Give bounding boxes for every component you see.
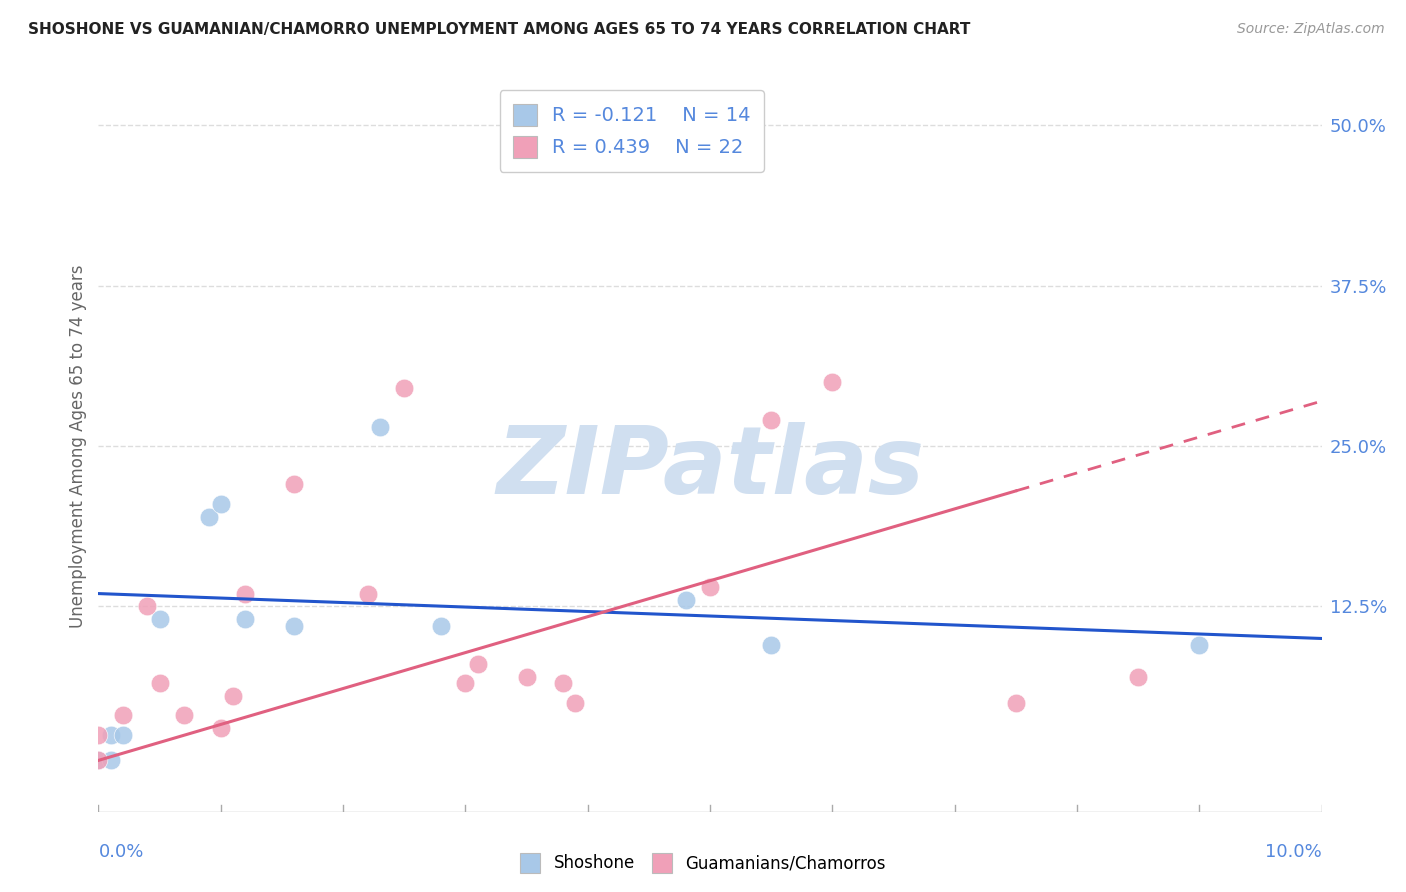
Point [100, 728, 122, 742]
Point [87, 728, 110, 742]
Legend: R = -0.121    N = 14, R = 0.439    N = 22: R = -0.121 N = 14, R = 0.439 N = 22 [499, 90, 765, 172]
Point [759, 638, 782, 652]
Point [821, 375, 844, 389]
Point [197, 509, 219, 524]
Point [149, 612, 172, 626]
Point [283, 618, 305, 632]
Point [1128, 670, 1150, 684]
Point [87, 753, 110, 767]
Legend: Shoshone, Guamanians/Chamorros: Shoshone, Guamanians/Chamorros [513, 847, 893, 880]
Point [233, 586, 256, 600]
Point [173, 708, 195, 723]
Point [283, 477, 305, 491]
Text: ZIPatlas: ZIPatlas [496, 422, 924, 514]
Point [430, 618, 453, 632]
Point [1188, 638, 1211, 652]
Text: 10.0%: 10.0% [1265, 843, 1322, 861]
Point [454, 676, 477, 690]
Point [111, 728, 134, 742]
Y-axis label: Unemployment Among Ages 65 to 74 years: Unemployment Among Ages 65 to 74 years [69, 264, 87, 628]
Point [222, 690, 245, 704]
Point [392, 381, 416, 395]
Text: Source: ZipAtlas.com: Source: ZipAtlas.com [1237, 22, 1385, 37]
Text: 0.0%: 0.0% [98, 843, 143, 861]
Point [111, 708, 134, 723]
Point [564, 696, 586, 710]
Point [675, 593, 697, 607]
Point [368, 419, 391, 434]
Point [356, 586, 378, 600]
Point [136, 599, 159, 614]
Text: SHOSHONE VS GUAMANIAN/CHAMORRO UNEMPLOYMENT AMONG AGES 65 TO 74 YEARS CORRELATIO: SHOSHONE VS GUAMANIAN/CHAMORRO UNEMPLOYM… [28, 22, 970, 37]
Point [516, 670, 538, 684]
Point [1004, 696, 1026, 710]
Point [149, 676, 172, 690]
Point [100, 753, 122, 767]
Point [209, 721, 232, 735]
Point [553, 676, 575, 690]
Point [209, 497, 232, 511]
Point [467, 657, 489, 672]
Point [759, 413, 782, 427]
Point [87, 753, 110, 767]
Point [233, 612, 256, 626]
Point [699, 580, 721, 594]
